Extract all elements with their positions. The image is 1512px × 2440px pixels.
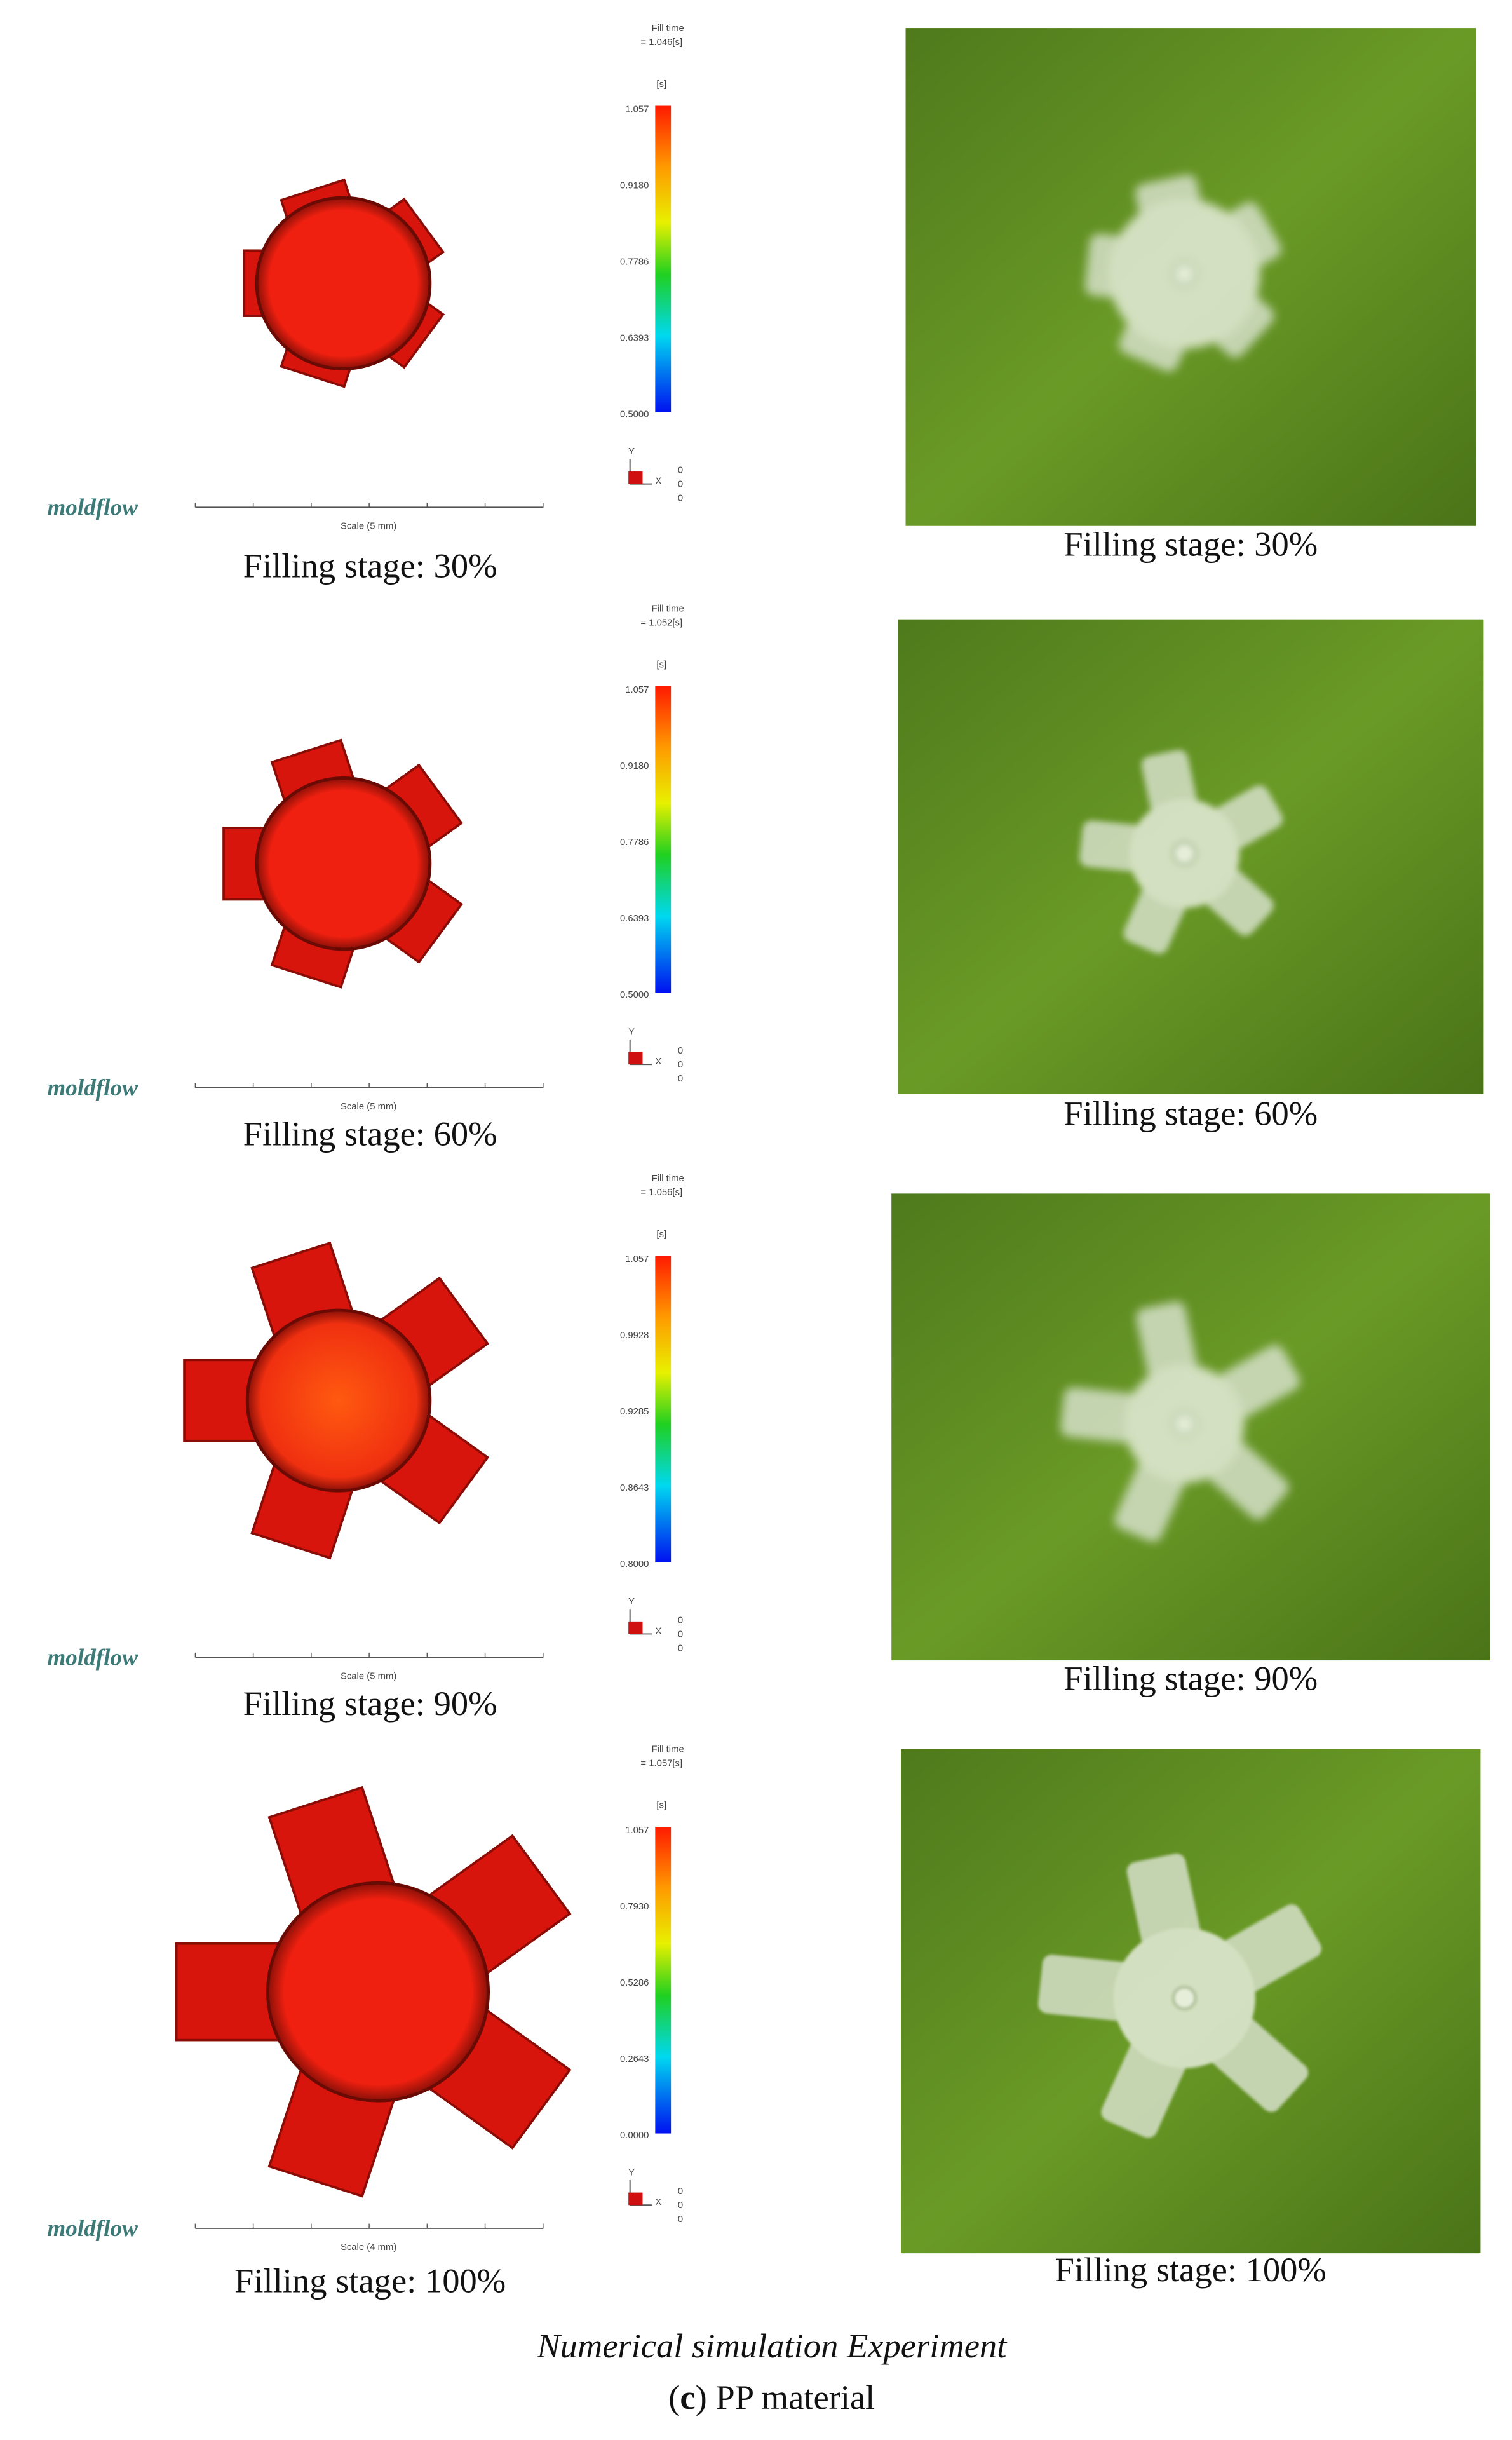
simulation-caption: Filling stage: 90% (243, 1684, 497, 1723)
axis-label: 0 (678, 480, 683, 490)
logo: moldflow (47, 2215, 138, 2241)
unit: [s] (656, 79, 666, 90)
colorbar (655, 105, 672, 412)
colorbar (655, 1827, 672, 2134)
axis-origin (628, 2192, 643, 2206)
axis-label: 0 (678, 1615, 683, 1625)
colorbar-tick-label: 0.9928 (620, 1331, 649, 1341)
axis-label: 0 (678, 494, 683, 504)
experiment-caption: Filling stage: 60% (1063, 1095, 1318, 1133)
axis-label: 0 (678, 1060, 683, 1070)
colorbar-tick-label: 0.5286 (620, 1978, 649, 1988)
axis-label: 0 (678, 1046, 683, 1056)
sim-hub (266, 1881, 490, 2103)
subfigure-title: PP material (715, 2378, 875, 2416)
simulation-caption: Filling stage: 60% (243, 1115, 497, 1153)
colorbar-tick-label: 1.057 (625, 104, 649, 114)
simulation-part (222, 738, 464, 989)
fill-time-label: Fill time (652, 604, 684, 614)
experiment-caption: Filling stage: 100% (1055, 2251, 1326, 2289)
simulation-part (243, 178, 445, 388)
axis-label: X (655, 2197, 661, 2207)
scale-label: Scale (5 mm) (341, 1672, 396, 1682)
colorbar-tick-label: 0.5000 (620, 409, 649, 419)
subfigure-letter: c (680, 2378, 695, 2416)
photo-part (1038, 1854, 1321, 2138)
sim-hub (255, 776, 432, 951)
logo: moldflow (47, 494, 138, 520)
unit: [s] (656, 1801, 666, 1811)
axis-label: X (655, 1627, 661, 1637)
axis-label: Y (628, 1027, 635, 1038)
part-gate (1171, 1411, 1198, 1437)
fill-time: = 1.046[s] (640, 37, 682, 48)
axis-label: 0 (678, 2200, 683, 2211)
axis-label: 0 (678, 1074, 683, 1084)
colorbar-tick-label: 0.5000 (620, 990, 649, 1000)
simulation-part (175, 1786, 572, 2198)
colorbar-tick-label: 0.2643 (620, 2054, 649, 2064)
fill-time: = 1.052[s] (640, 618, 682, 628)
axis-label: 0 (678, 2214, 683, 2225)
colorbar-tick-label: 0.8000 (620, 1559, 649, 1569)
photo-part (1084, 175, 1281, 372)
axis-label: X (655, 477, 661, 487)
colorbar-tick-label: 1.057 (625, 1254, 649, 1264)
colorbar-tick-label: 0.9180 (620, 180, 649, 191)
fill-time: = 1.057[s] (640, 1759, 682, 1769)
axis-origin (628, 471, 643, 484)
axis-label: 0 (678, 1629, 683, 1639)
colorbar-tick-label: 0.9285 (620, 1407, 649, 1417)
sim-hub (255, 196, 432, 370)
colorbar-tick-label: 1.057 (625, 685, 649, 695)
fill-time: = 1.056[s] (640, 1188, 682, 1198)
unit: [s] (656, 1230, 666, 1240)
colorbar (655, 1256, 672, 1562)
part-gate (1171, 261, 1198, 287)
fill-time-label: Fill time (652, 1174, 684, 1184)
colorbar-tick-label: 0.8643 (620, 1483, 649, 1493)
column-labels: Numerical simulation Experiment (536, 2327, 1008, 2365)
experiment-caption: Filling stage: 90% (1063, 1660, 1318, 1698)
unit: [s] (656, 660, 666, 670)
axis-label: Y (628, 1597, 635, 1607)
colorbar-tick-label: 0.7786 (620, 837, 649, 848)
logo: moldflow (47, 1074, 138, 1101)
axis-origin (628, 1052, 643, 1065)
axis-label: 0 (678, 466, 683, 476)
photo-part (1079, 750, 1283, 954)
scale-label: Scale (5 mm) (341, 522, 396, 532)
axis-origin (628, 1621, 643, 1634)
logo: moldflow (47, 1644, 138, 1671)
fill-time-label: Fill time (652, 24, 684, 34)
experiment-caption: Filling stage: 30% (1063, 525, 1318, 564)
axis-label: 0 (678, 1643, 683, 1653)
simulation-caption: Filling stage: 100% (234, 2262, 506, 2300)
colorbar-tick-label: 1.057 (625, 1826, 649, 1836)
axis-label: Y (628, 2168, 635, 2178)
axis-label: 0 (678, 2186, 683, 2197)
part-gate (1171, 841, 1198, 866)
simulation-part (183, 1241, 490, 1560)
photo-part (1060, 1301, 1300, 1542)
colorbar-tick-label: 0.0000 (620, 2131, 649, 2141)
colorbar-tick-label: 0.7786 (620, 257, 649, 267)
scale-label: Scale (4 mm) (341, 2242, 396, 2253)
colorbar-tick-label: 0.7930 (620, 1902, 649, 1912)
subfigure-caption: (c) PP material (668, 2378, 875, 2416)
sim-hub (245, 1308, 432, 1493)
colorbar (655, 686, 672, 993)
scale-label: Scale (5 mm) (341, 1102, 396, 1112)
axis-label: Y (628, 447, 635, 457)
part-gate (1171, 1985, 1198, 2011)
colorbar-tick-label: 0.9180 (620, 761, 649, 771)
axis-label: X (655, 1057, 661, 1067)
fill-time-label: Fill time (652, 1745, 684, 1755)
colorbar-tick-label: 0.6393 (620, 914, 649, 924)
colorbar-tick-label: 0.6393 (620, 333, 649, 343)
simulation-caption: Filling stage: 30% (243, 547, 497, 585)
